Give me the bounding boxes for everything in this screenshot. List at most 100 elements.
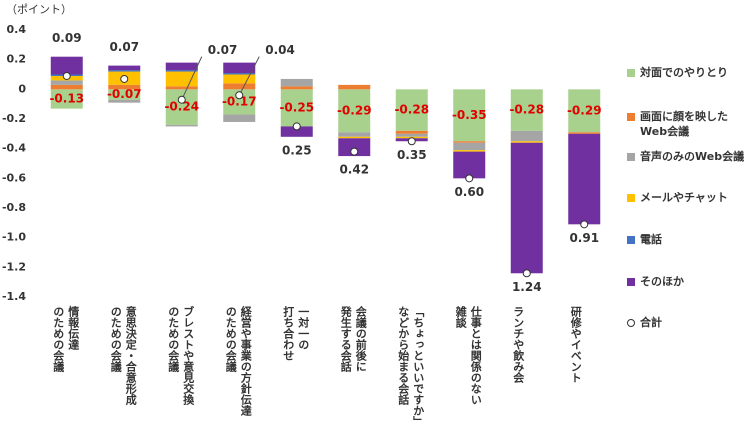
- bar-segment: [568, 132, 601, 134]
- bar-segment: [223, 62, 256, 74]
- bar-segment: [50, 56, 83, 75]
- bar-segment: [108, 84, 141, 90]
- bar-segment: [108, 70, 141, 72]
- total-label: 1.24: [512, 280, 542, 294]
- total-marker: [350, 147, 359, 156]
- bar-segment: [165, 70, 198, 72]
- bar-segment: [165, 89, 198, 125]
- bar-segment: [165, 124, 198, 127]
- y-tick-label: -0.6: [2, 171, 26, 184]
- total-label: 0.07: [208, 43, 238, 57]
- value-label: -0.07: [107, 87, 142, 101]
- bar-segment: [510, 142, 543, 274]
- bar-segment: [395, 89, 428, 131]
- bar-segment: [568, 133, 601, 225]
- bar-segment: [338, 138, 371, 157]
- legend-swatch: [627, 278, 635, 286]
- value-label: -0.28: [509, 103, 544, 117]
- bar-segment: [453, 150, 486, 152]
- value-label: -0.29: [567, 103, 602, 117]
- bar-segment: [568, 89, 601, 133]
- total-label: 0.60: [454, 185, 484, 199]
- bar-segment: [108, 65, 141, 71]
- total-marker: [177, 95, 186, 104]
- x-tick-label: 研修やイベント: [569, 306, 583, 383]
- total-label: 0.91: [569, 231, 599, 245]
- x-tick-label: ランチや飲み会: [511, 306, 525, 383]
- bar-segment: [165, 86, 198, 90]
- legend-label: メールやチャット: [640, 191, 728, 204]
- value-label: -0.13: [49, 91, 84, 105]
- legend-label: 合計: [640, 316, 662, 329]
- y-tick-label: -1.4: [2, 290, 26, 303]
- value-label: -0.24: [164, 100, 199, 114]
- total-marker: [465, 174, 474, 183]
- total-marker: [292, 122, 301, 131]
- x-tick-label: 一対一の 打ち合わせ: [281, 306, 310, 361]
- bar-segment: [453, 141, 486, 143]
- legend-label: そのほか: [640, 275, 684, 288]
- total-marker: [235, 91, 244, 100]
- total-label: 0.07: [109, 40, 139, 54]
- legend-label: 電話: [640, 233, 662, 246]
- bar-segment: [453, 89, 486, 142]
- total-marker: [62, 71, 71, 80]
- y-tick-label: -0.8: [2, 201, 26, 214]
- x-tick-label: 「ちょっといいですか」 などから始まる会話: [396, 306, 425, 427]
- x-tick-label: 意思決定・合意形成 のための会議: [109, 306, 138, 405]
- total-marker: [407, 137, 416, 146]
- bar-segment: [50, 89, 83, 109]
- bar-segment: [223, 74, 256, 84]
- total-label: 0.35: [397, 148, 427, 162]
- bar-segment: [338, 84, 371, 90]
- bar-segment: [165, 71, 198, 87]
- y-tick-label: 0.4: [7, 23, 27, 36]
- bar-segment: [223, 114, 256, 122]
- bar-segment: [108, 89, 141, 100]
- y-tick-label: 0: [18, 82, 26, 95]
- y-tick-label: -0.2: [2, 112, 26, 125]
- value-label: -0.25: [279, 100, 314, 114]
- leader-line: [238, 56, 260, 96]
- bar-segment: [50, 84, 83, 90]
- legend-swatch: [627, 236, 635, 244]
- bar-segment: [338, 136, 371, 139]
- x-tick-label: ブレストや意見交換 のための会議: [166, 306, 195, 405]
- x-tick-label: 仕事とは関係のない 雑談: [454, 306, 483, 405]
- y-tick-label: -0.4: [2, 142, 26, 155]
- value-label: -0.29: [337, 103, 372, 117]
- legend-marker: [627, 319, 635, 327]
- leader-line: [181, 56, 203, 100]
- bar-segment: [338, 132, 371, 137]
- bar-segment: [165, 62, 198, 71]
- bar-segment: [395, 130, 428, 134]
- value-label: -0.35: [452, 108, 487, 122]
- bar-segment: [510, 89, 543, 131]
- x-tick-label: 情報伝達 のための会議: [51, 306, 80, 372]
- total-label: 0.42: [339, 163, 369, 177]
- bar-segment: [280, 126, 313, 137]
- legend-swatch: [627, 153, 635, 161]
- x-tick-label: 会議の前後に 発生する会話: [339, 306, 368, 372]
- legend-swatch: [627, 113, 635, 121]
- bar-segment: [108, 99, 141, 103]
- bar-segment: [280, 78, 313, 87]
- total-label: 0.25: [282, 143, 312, 157]
- bar-segment: [453, 151, 486, 179]
- total-marker: [522, 269, 531, 278]
- total-marker: [120, 74, 129, 83]
- bar-segment: [510, 130, 543, 142]
- legend-label: 音声のみのWeb会議: [640, 150, 745, 163]
- bar-segment: [50, 80, 83, 85]
- legend-label: 対面でのやりとり: [640, 66, 728, 79]
- value-label: -0.28: [394, 103, 429, 117]
- bar-segment: [280, 86, 313, 90]
- y-tick-label: -1.2: [2, 260, 26, 273]
- bar-segment: [223, 83, 256, 90]
- y-tick-label: 0.2: [7, 53, 27, 66]
- bar-segment: [338, 89, 371, 133]
- bar-segment: [453, 142, 486, 151]
- legend-swatch: [627, 194, 635, 202]
- legend-label: 画面に顔を映した Web会議: [640, 110, 728, 138]
